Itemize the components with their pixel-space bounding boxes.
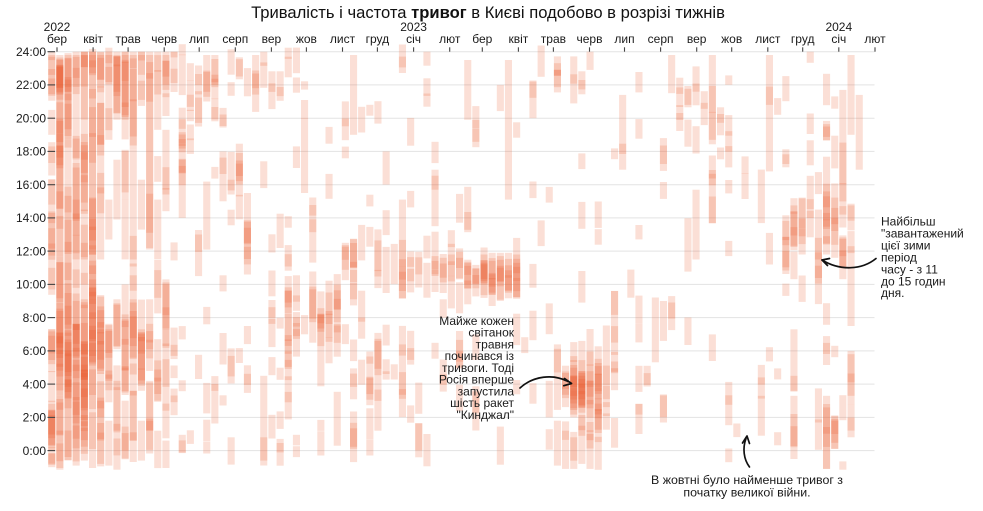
svg-text:лип: лип [189, 32, 209, 46]
svg-text:вер: вер [262, 32, 282, 46]
svg-text:22:00: 22:00 [16, 78, 46, 92]
svg-text:серп: серп [648, 32, 674, 46]
svg-text:Тривалість і частота тривог в: Тривалість і частота тривог в Києві подо… [251, 3, 725, 22]
svg-text:2024: 2024 [825, 20, 852, 34]
svg-text:В жовтні було найменше тривог: В жовтні було найменше тривог з початку в… [651, 473, 843, 500]
svg-text:січ: січ [406, 32, 421, 46]
svg-text:жов: жов [721, 32, 742, 46]
svg-text:квіт: квіт [83, 32, 103, 46]
svg-text:18:00: 18:00 [16, 145, 46, 159]
svg-text:лют: лют [864, 32, 886, 46]
svg-text:квіт: квіт [509, 32, 529, 46]
svg-text:24:00: 24:00 [16, 45, 46, 59]
svg-text:бер: бер [47, 32, 67, 46]
svg-text:14:00: 14:00 [16, 211, 46, 225]
svg-text:2:00: 2:00 [23, 411, 47, 425]
svg-text:черв: черв [151, 32, 177, 46]
svg-text:бер: бер [472, 32, 492, 46]
svg-text:8:00: 8:00 [23, 311, 47, 325]
svg-text:груд: груд [366, 32, 390, 46]
svg-text:лист: лист [755, 32, 781, 46]
svg-text:лют: лют [439, 32, 461, 46]
svg-text:6:00: 6:00 [23, 344, 47, 358]
svg-text:2022: 2022 [44, 20, 71, 34]
svg-text:вер: вер [687, 32, 707, 46]
svg-text:16:00: 16:00 [16, 178, 46, 192]
svg-text:груд: груд [791, 32, 815, 46]
svg-text:2023: 2023 [400, 20, 427, 34]
svg-text:4:00: 4:00 [23, 377, 47, 391]
svg-text:січ: січ [831, 32, 846, 46]
svg-text:10:00: 10:00 [16, 278, 46, 292]
svg-text:лип: лип [614, 32, 634, 46]
svg-text:0:00: 0:00 [23, 444, 47, 458]
svg-text:20:00: 20:00 [16, 112, 46, 126]
svg-text:серп: серп [222, 32, 248, 46]
svg-text:трав: трав [115, 32, 140, 46]
svg-text:трав: трав [541, 32, 566, 46]
svg-text:лист: лист [330, 32, 356, 46]
svg-text:черв: черв [577, 32, 603, 46]
svg-text:жов: жов [296, 32, 317, 46]
svg-text:12:00: 12:00 [16, 244, 46, 258]
